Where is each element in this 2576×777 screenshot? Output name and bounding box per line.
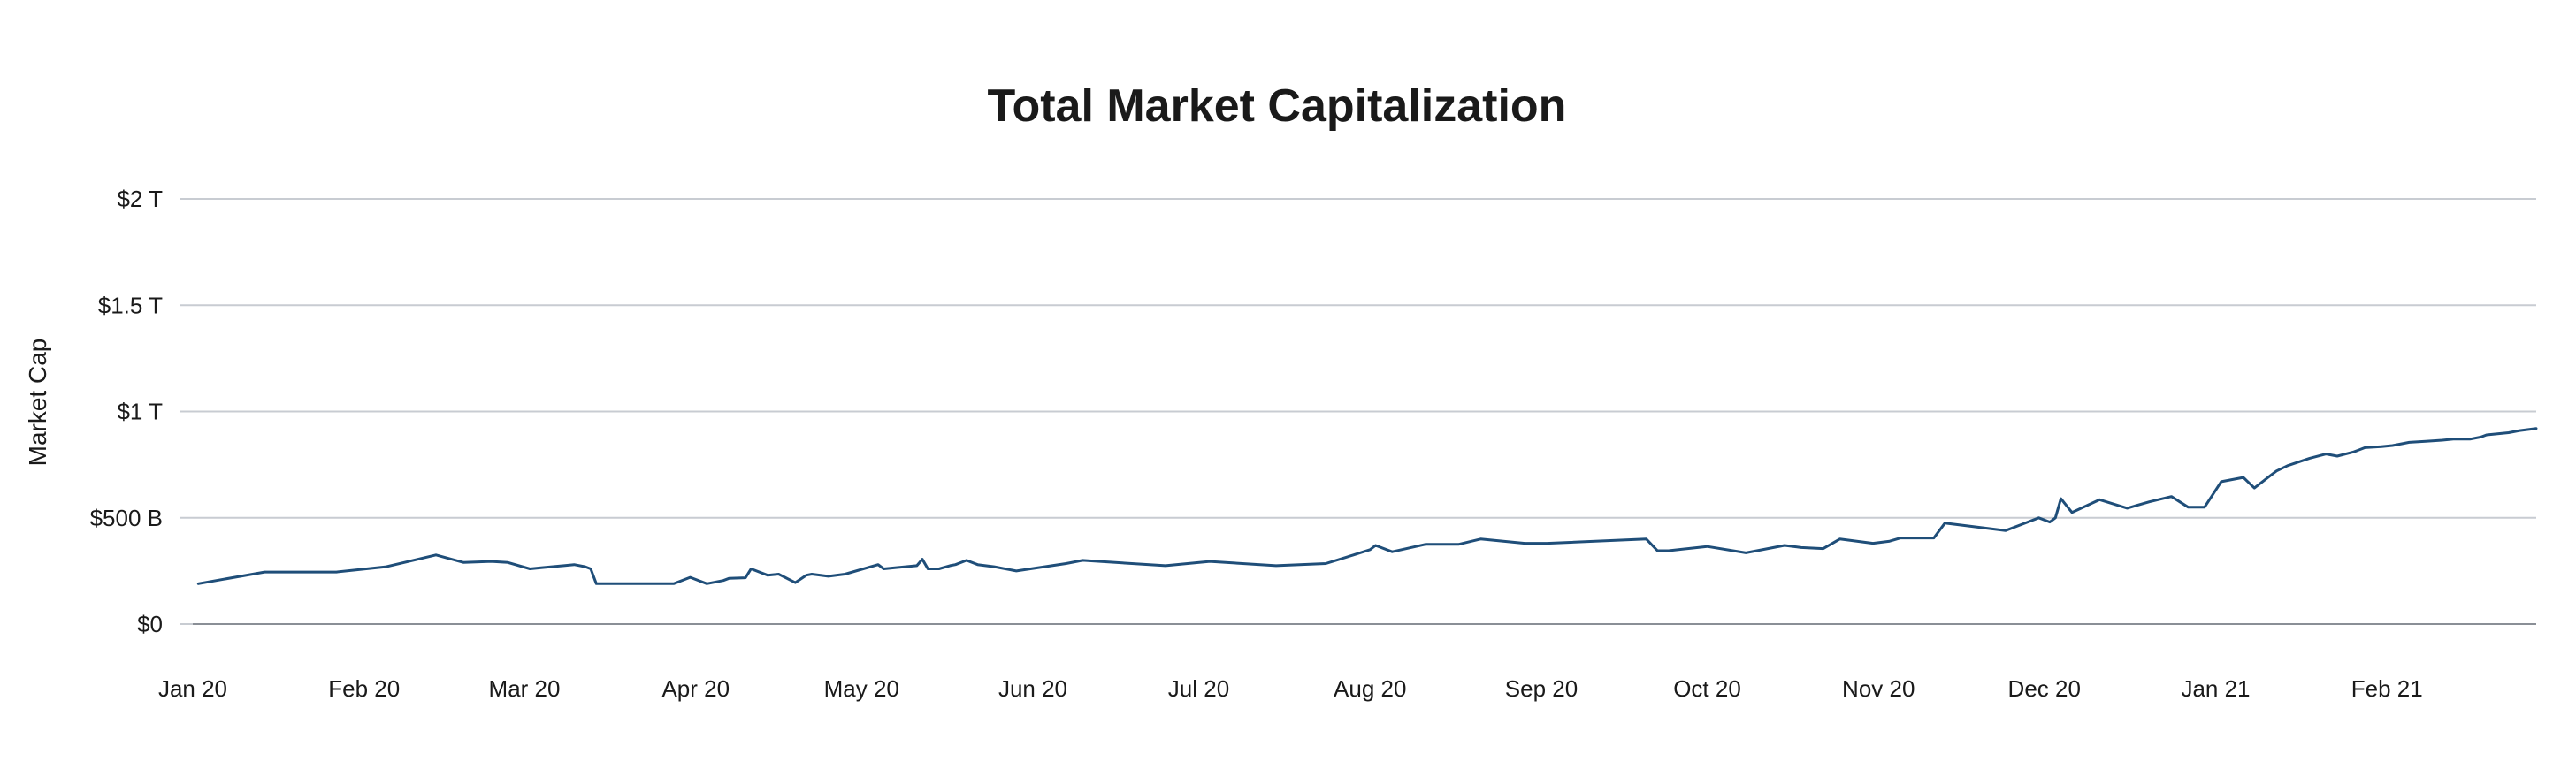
- x-tick-label: Jan 21: [2181, 675, 2250, 702]
- chart-title: Total Market Capitalization: [988, 80, 1567, 132]
- y-axis-ticks: $0 $500 B $1 T $1.5 T $2 T: [90, 186, 193, 637]
- y-axis-label: Market Cap: [24, 339, 51, 467]
- x-tick-label: Feb 21: [2351, 675, 2423, 702]
- x-axis-ticks: Jan 20 Feb 20 Mar 20 Apr 20 May 20 Jun 20 Jul …: [158, 675, 2423, 702]
- y-tick-label: $1.5 T: [98, 292, 163, 318]
- y-tick-label: $0: [137, 611, 163, 637]
- gridlines: [193, 198, 2536, 625]
- x-tick-label: May 20: [824, 675, 899, 702]
- x-tick-label: Jun 20: [998, 675, 1067, 702]
- x-tick-label: Mar 20: [489, 675, 561, 702]
- x-tick-label: Nov 20: [1842, 675, 1915, 702]
- y-tick-label: $2 T: [117, 186, 163, 212]
- x-tick-label: Jan 20: [158, 675, 227, 702]
- x-tick-label: Aug 20: [1334, 675, 1406, 702]
- x-tick-label: Oct 20: [1673, 675, 1741, 702]
- y-tick-label: $1 T: [117, 399, 163, 425]
- series-line-0: [196, 427, 2538, 585]
- series-layer: [196, 427, 2538, 585]
- x-tick-label: Sep 20: [1505, 675, 1578, 702]
- x-tick-label: Apr 20: [661, 675, 730, 702]
- x-tick-label: Jul 20: [1168, 675, 1229, 702]
- x-tick-label: Feb 20: [328, 675, 400, 702]
- x-tick-label: Dec 20: [2008, 675, 2081, 702]
- y-tick-label: $500 B: [90, 505, 163, 531]
